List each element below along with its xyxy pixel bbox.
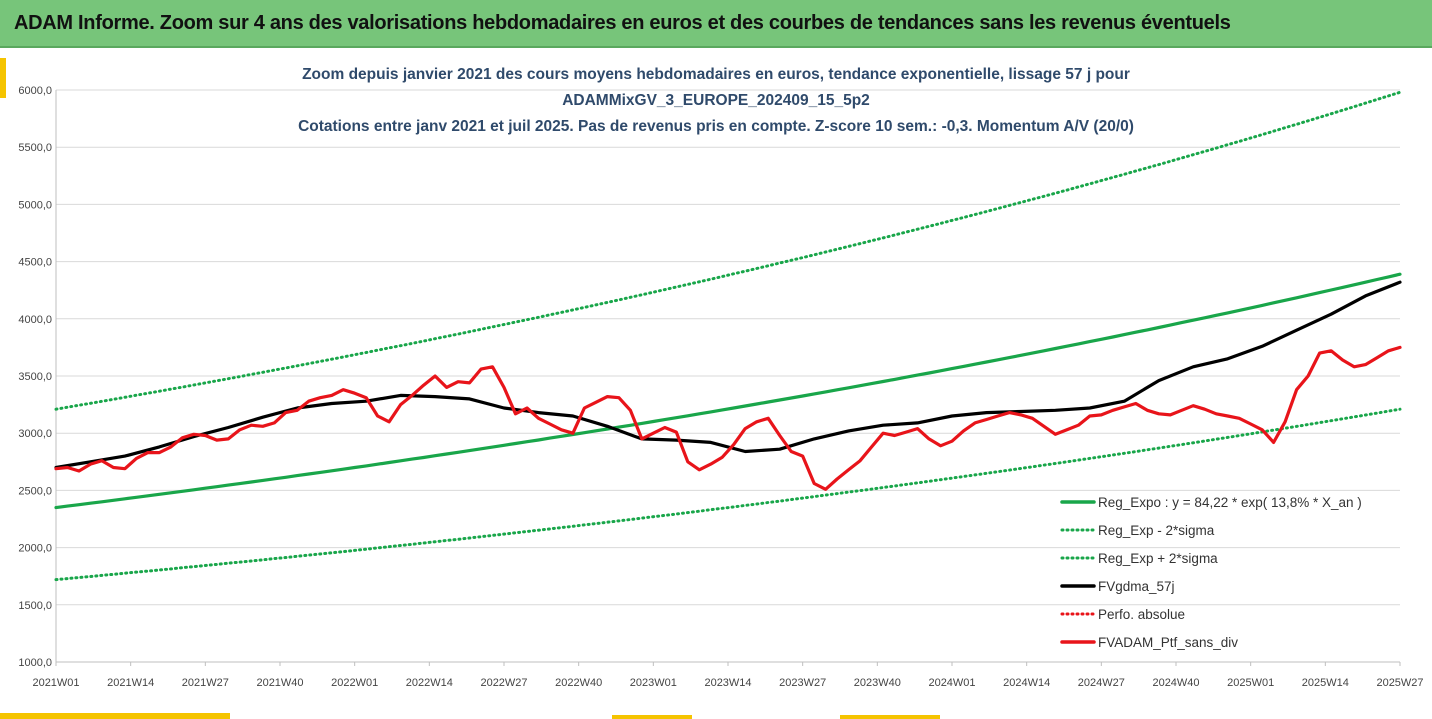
x-tick-label: 2025W27 bbox=[1376, 677, 1423, 689]
price-line bbox=[54, 345, 1402, 491]
y-tick-label: 2500,0 bbox=[18, 485, 52, 497]
x-tick-label: 2022W01 bbox=[331, 677, 378, 689]
x-tick-label: 2022W14 bbox=[406, 677, 453, 689]
y-tick-label: 2000,0 bbox=[18, 543, 52, 555]
x-tick-label: 2022W27 bbox=[480, 677, 527, 689]
accent-bar-left bbox=[0, 58, 6, 98]
legend-label-lower-band-line: Reg_Exp - 2*sigma bbox=[1098, 523, 1215, 538]
page-title: ADAM Informe. Zoom sur 4 ans des valoris… bbox=[14, 12, 1231, 34]
x-tick-label: 2025W01 bbox=[1227, 677, 1274, 689]
x-tick-label: 2021W40 bbox=[256, 677, 303, 689]
chart-area: Zoom depuis janvier 2021 des cours moyen… bbox=[0, 48, 1432, 719]
chart-title-line-2: ADAMMixGV_3_EUROPE_202409_15_5p2 bbox=[562, 92, 870, 109]
x-tick-label: 2025W14 bbox=[1302, 677, 1349, 689]
legend-label-price-line: FVADAM_Ptf_sans_div bbox=[1098, 635, 1238, 650]
upper-band-line bbox=[54, 90, 1402, 411]
x-tick-label: 2021W27 bbox=[182, 677, 229, 689]
y-tick-label: 3000,0 bbox=[18, 428, 52, 440]
x-tick-label: 2023W40 bbox=[854, 677, 901, 689]
x-tick-label: 2024W01 bbox=[928, 677, 975, 689]
chart-title-line-3: Cotations entre janv 2021 et juil 2025. … bbox=[298, 118, 1134, 135]
x-tick-label: 2024W40 bbox=[1152, 677, 1199, 689]
x-tick-label: 2021W01 bbox=[32, 677, 79, 689]
y-tick-label: 3500,0 bbox=[18, 371, 52, 383]
legend-label-smoothed-line: FVgdma_57j bbox=[1098, 579, 1175, 594]
y-tick-label: 4000,0 bbox=[18, 314, 52, 326]
y-tick-label: 1500,0 bbox=[18, 600, 52, 612]
lower-band-line bbox=[54, 407, 1402, 582]
accent-bar-bottom-mid bbox=[612, 715, 692, 719]
y-tick-label: 5000,0 bbox=[18, 199, 52, 211]
header-banner: ADAM Informe. Zoom sur 4 ans des valoris… bbox=[0, 0, 1432, 48]
smoothed-line bbox=[54, 280, 1402, 470]
chart-title-line-1: Zoom depuis janvier 2021 des cours moyen… bbox=[302, 66, 1130, 83]
accent-bar-bottom-mid2 bbox=[840, 715, 940, 719]
x-tick-label: 2021W14 bbox=[107, 677, 154, 689]
y-tick-label: 6000,0 bbox=[18, 85, 52, 97]
x-tick-label: 2024W27 bbox=[1078, 677, 1125, 689]
x-tick-label: 2023W01 bbox=[630, 677, 677, 689]
legend-label-upper-band-line: Reg_Exp + 2*sigma bbox=[1098, 551, 1218, 566]
x-tick-label: 2022W40 bbox=[555, 677, 602, 689]
trend-line bbox=[54, 272, 1402, 510]
legend-label-trend-line: Reg_Expo : y = 84,22 * exp( 13,8% * X_an… bbox=[1098, 495, 1362, 510]
accent-bar-bottom-left bbox=[0, 713, 230, 719]
x-tick-label: 2023W14 bbox=[704, 677, 751, 689]
legend-label-perfo-absolue-line: Perfo. absolue bbox=[1098, 607, 1185, 622]
y-tick-label: 4500,0 bbox=[18, 257, 52, 269]
y-tick-label: 1000,0 bbox=[18, 657, 52, 669]
x-tick-label: 2023W27 bbox=[779, 677, 826, 689]
x-tick-label: 2024W14 bbox=[1003, 677, 1050, 689]
y-tick-label: 5500,0 bbox=[18, 142, 52, 154]
